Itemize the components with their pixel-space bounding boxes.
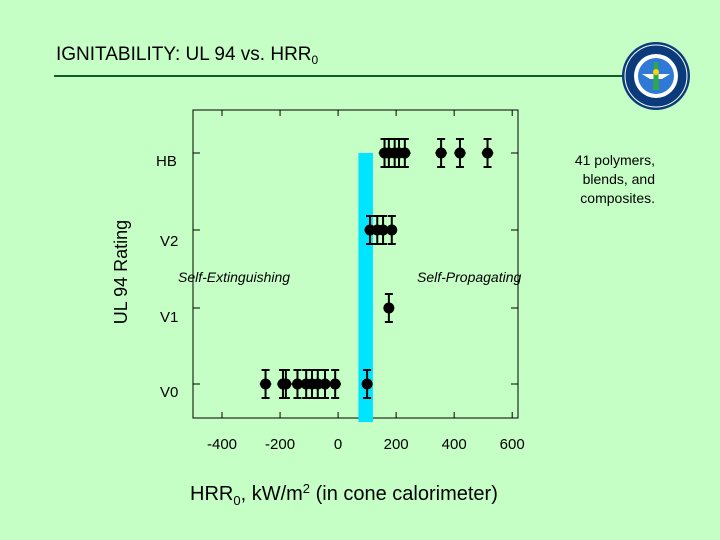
x-tick-label: 400 — [442, 436, 467, 453]
data-point — [329, 369, 341, 399]
data-point — [259, 369, 272, 399]
title-main: IGNITABILITY: UL 94 vs. HRR — [56, 44, 312, 65]
sample-note-line-2: blends, and — [583, 171, 655, 187]
x-tick-label: 200 — [384, 436, 409, 453]
data-point — [435, 138, 447, 168]
title-subscript: 0 — [311, 53, 319, 67]
data-points — [259, 138, 494, 399]
region-self-propagating: Self-Propagating — [417, 269, 522, 285]
slide-title: IGNITABILITY: UL 94 vs. HRR0 — [56, 44, 318, 67]
sample-note-line-3: composites. — [580, 190, 655, 206]
sample-note-line-1: 41 polymers, — [575, 152, 655, 168]
data-point — [319, 369, 331, 399]
y-category-labels: V0 V1 V2 HB — [156, 153, 178, 401]
x-tick-label: 600 — [500, 436, 525, 453]
x-axis-label: HRR0, kW/m2 (in cone calorimeter) — [190, 481, 498, 508]
data-point — [399, 138, 411, 168]
data-point — [377, 215, 389, 245]
data-point — [280, 369, 292, 399]
plot-frame — [192, 109, 519, 419]
data-point — [481, 138, 494, 168]
y-axis-label: UL 94 Rating — [111, 220, 131, 324]
data-point — [383, 293, 395, 323]
title-rule — [54, 75, 624, 77]
x-tick-label: 0 — [334, 436, 342, 453]
x-tick-label: -400 — [207, 436, 237, 453]
faa-seal-logo — [622, 42, 690, 110]
x-tick-label: -200 — [265, 436, 295, 453]
y-category-v2: V2 — [160, 233, 178, 250]
frame-ticks — [193, 110, 518, 418]
region-self-extinguishing: Self-Extinguishing — [178, 269, 290, 285]
data-point — [454, 138, 466, 168]
y-category-hb: HB — [156, 153, 177, 170]
x-tick-labels: -400 -200 0 200 400 600 — [207, 436, 525, 453]
y-category-v1: V1 — [160, 309, 178, 326]
data-point — [386, 215, 398, 245]
y-category-v0: V0 — [160, 384, 178, 401]
data-point — [361, 369, 373, 399]
data-point — [291, 369, 304, 399]
